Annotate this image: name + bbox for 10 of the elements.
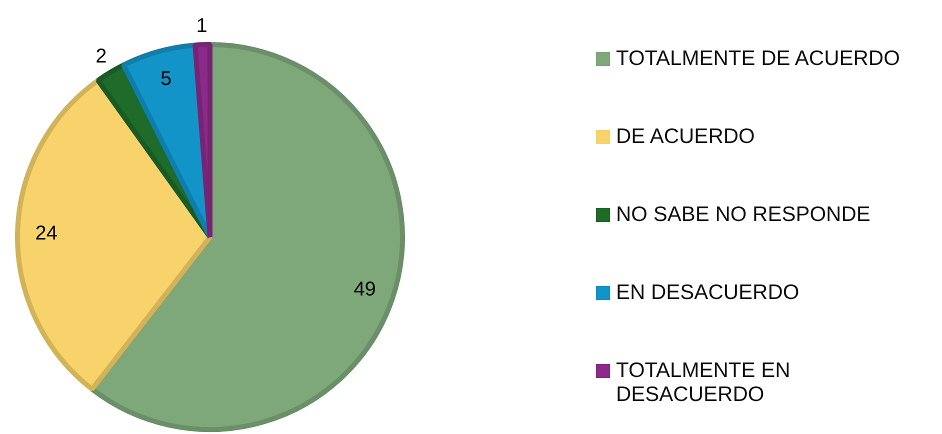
data-label: 24 — [35, 222, 58, 244]
data-label: 49 — [354, 278, 376, 300]
legend-label: EN DESACUERDO — [616, 281, 800, 305]
data-label: 2 — [96, 45, 107, 68]
legend-label: TOTALMENTE EN DESACUERDO — [616, 359, 792, 407]
data-label: 1 — [196, 15, 208, 38]
legend-label: NO SABE NO RESPONDE — [616, 203, 872, 227]
data-label: 5 — [160, 68, 172, 90]
legend-label: TOTALMENTE DE ACUERDO — [616, 47, 901, 71]
legend-label: DE ACUERDO — [616, 125, 756, 149]
